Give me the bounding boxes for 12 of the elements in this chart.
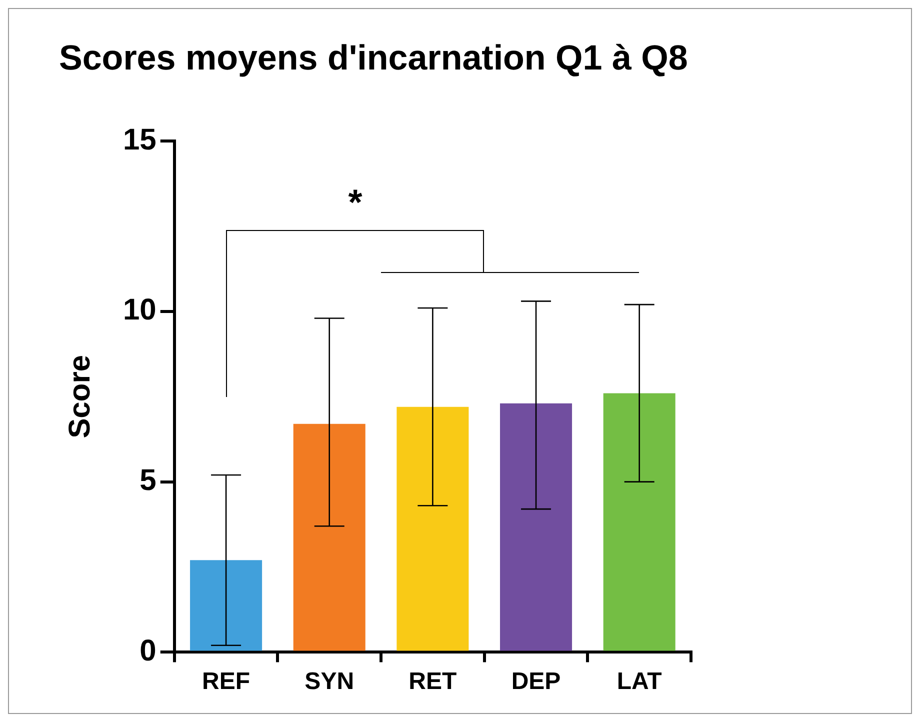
- annotation: *: [348, 181, 362, 222]
- y-tick-label: 10: [122, 294, 156, 327]
- y-tick-label: 0: [140, 634, 156, 668]
- chart-title: Scores moyens d'incarnation Q1 à Q8: [59, 38, 688, 78]
- x-tick-label: DEP: [511, 668, 561, 696]
- y-axis-title: Score: [63, 354, 96, 438]
- x-tick-label: LAT: [616, 668, 662, 696]
- y-tick-label: 15: [122, 123, 156, 156]
- x-tick-label: RET: [408, 668, 458, 696]
- x-tick-label: SYN: [304, 668, 354, 696]
- y-tick-label: 5: [140, 464, 156, 498]
- x-tick-label: REF: [202, 668, 250, 696]
